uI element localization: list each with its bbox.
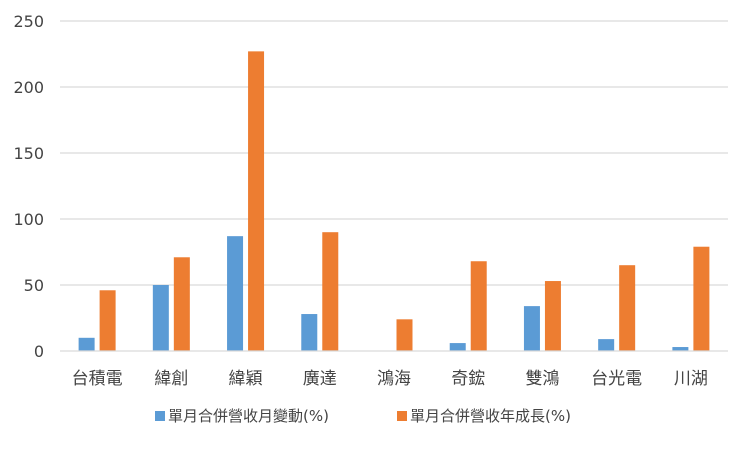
y-axis-tick-labels: 0 50 100 150 200 250 (13, 12, 44, 361)
legend-label-series1: 單月合併營收月變動(%) (168, 407, 329, 425)
y-tick-label: 250 (13, 12, 44, 31)
y-tick-label: 100 (13, 210, 44, 229)
bar-series1-7 (598, 339, 615, 351)
x-tick-label: 台積電 (72, 369, 123, 389)
legend-swatch-series1 (155, 411, 165, 421)
x-tick-label: 緯創 (154, 369, 188, 389)
x-tick-label: 緯穎 (229, 369, 263, 389)
legend: 單月合併營收月變動(%) 單月合併營收年成長(%) (155, 407, 571, 425)
bar-series1-2 (227, 236, 244, 351)
bar-series2-1 (173, 257, 190, 351)
bar-series1-1 (152, 285, 169, 351)
bars (78, 51, 710, 352)
x-tick-label: 奇鋐 (451, 369, 485, 389)
bar-series2-7 (619, 265, 636, 351)
y-tick-label: 0 (34, 342, 44, 361)
y-tick-label: 150 (13, 144, 44, 163)
x-tick-label: 雙鴻 (525, 369, 559, 389)
bar-series2-4 (396, 319, 413, 351)
x-axis-category-labels: 台積電 緯創 緯穎 廣達 鴻海 奇鋐 雙鴻 台光電 川湖 (72, 369, 708, 389)
x-tick-label: 鴻海 (377, 369, 411, 389)
bar-series2-6 (544, 281, 561, 351)
x-tick-label: 台光電 (591, 369, 642, 389)
legend-label-series2: 單月合併營收年成長(%) (410, 407, 571, 425)
bar-series1-6 (523, 306, 540, 351)
legend-swatch-series2 (397, 411, 407, 421)
x-tick-label: 川湖 (674, 369, 708, 389)
bar-series2-0 (99, 290, 116, 351)
bar-series2-3 (322, 232, 339, 351)
y-tick-label: 50 (24, 276, 44, 295)
bar-series2-8 (693, 246, 710, 351)
bar-series1-3 (301, 314, 318, 351)
bar-series2-5 (470, 261, 487, 351)
y-tick-label: 200 (13, 78, 44, 97)
bar-series1-8 (672, 347, 689, 351)
bar-series1-0 (78, 337, 95, 351)
bar-series1-5 (449, 343, 466, 351)
gridlines (60, 20, 728, 286)
x-tick-label: 廣達 (303, 369, 337, 389)
bar-series2-2 (248, 51, 265, 352)
